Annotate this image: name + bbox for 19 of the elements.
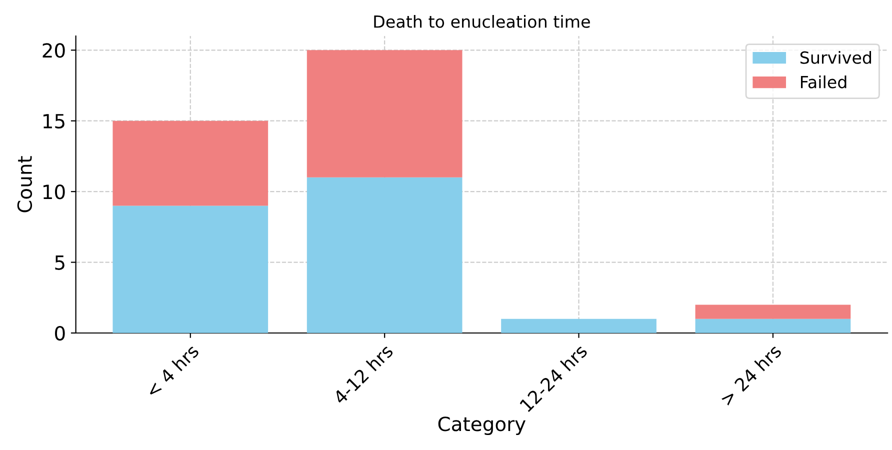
y-tick-label: 20: [42, 43, 65, 58]
y-tick-label: 10: [43, 184, 65, 200]
bar: [306, 50, 462, 178]
x-tick-label: > 24 hrs: [719, 343, 782, 406]
y-axis-title: Count: [17, 156, 32, 212]
x-tick-label: < 4 hrs: [144, 343, 200, 398]
y-tick-label: 5: [55, 255, 64, 270]
bar: [695, 318, 851, 333]
bar: [695, 304, 851, 319]
chart-title: Death to enucleation time: [374, 15, 590, 28]
x-axis-title: Category: [438, 416, 526, 436]
legend-label: Survived: [800, 51, 872, 64]
bar: [501, 318, 656, 333]
y-tick-label: 15: [43, 114, 64, 129]
y-tick-label: 0: [55, 326, 65, 341]
legend-label: Failed: [800, 75, 846, 88]
bar: [112, 120, 268, 206]
bar: [306, 177, 462, 333]
bar: [112, 206, 268, 333]
